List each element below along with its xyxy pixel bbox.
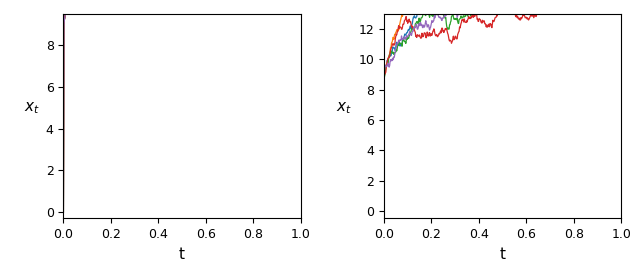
X-axis label: t: t <box>500 247 505 262</box>
Y-axis label: $x_t$: $x_t$ <box>24 101 40 116</box>
X-axis label: t: t <box>179 247 185 262</box>
Y-axis label: $x_t$: $x_t$ <box>337 101 353 116</box>
